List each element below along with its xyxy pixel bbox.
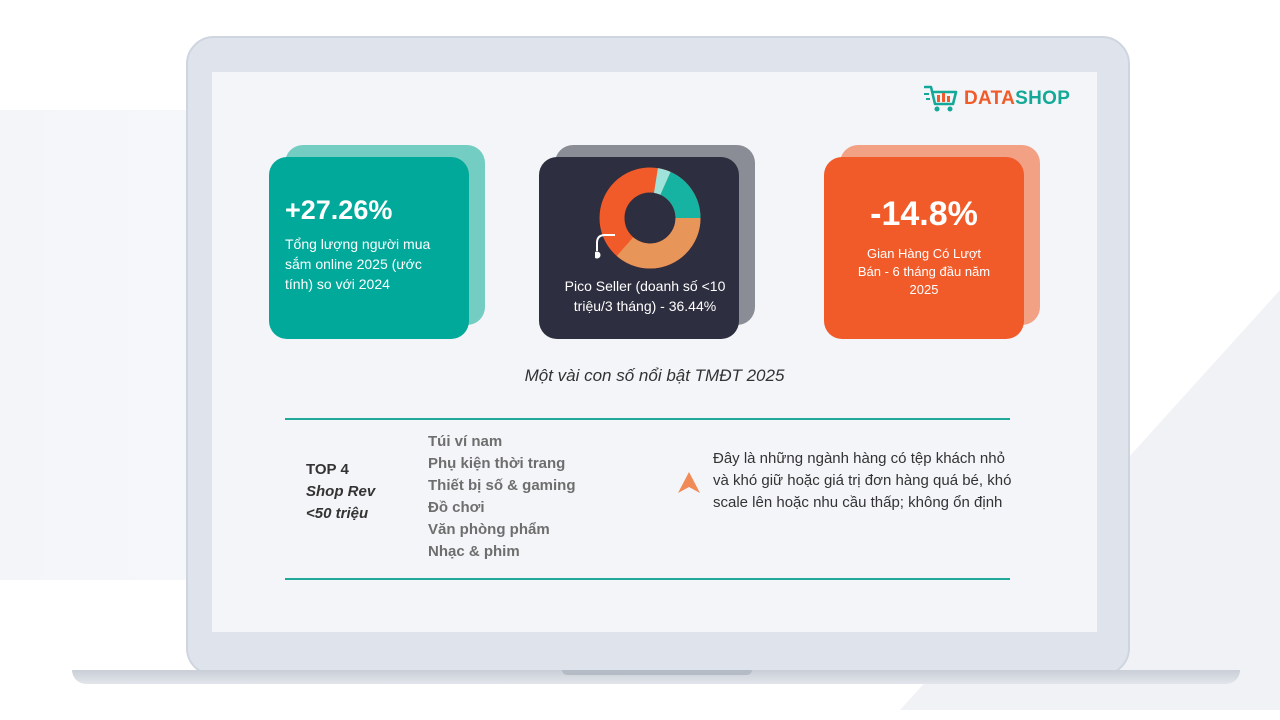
- category-item: Phụ kiện thời trang: [428, 455, 566, 472]
- callout-dot: [595, 251, 601, 259]
- donut-chart: [595, 167, 701, 269]
- donut-segment-teal: [659, 171, 701, 219]
- category-list: Túi ví nam Phụ kiện thời trang Thiết bị …: [428, 431, 576, 563]
- card-face: -14.8% Gian Hàng Có Lượt Bán - 6 tháng đ…: [824, 157, 1024, 339]
- growth-value: +27.26%: [285, 195, 393, 225]
- top-label-line1: TOP 4: [306, 461, 349, 478]
- logo-text-data: DATA: [964, 88, 1016, 109]
- logo-text: DATASHOP: [964, 88, 1070, 110]
- decline-value: -14.8%: [870, 195, 978, 233]
- donut-segment-highlight: [616, 217, 701, 269]
- card-face: Pico Seller (doanh số <10 triệu/3 tháng)…: [539, 157, 739, 339]
- callout-line: [596, 234, 615, 251]
- category-item: Văn phòng phẩm: [428, 521, 550, 538]
- logo-text-shop: SHOP: [1015, 88, 1071, 109]
- category-item: Thiết bị số & gaming: [428, 477, 576, 494]
- pico-description: Pico Seller (doanh số <10 triệu/3 tháng)…: [564, 278, 726, 314]
- top-label: TOP 4 Shop Rev <50 triệu: [306, 459, 375, 525]
- category-item: Đồ chơi: [428, 499, 485, 516]
- insight-note: Đây là những ngành hàng có tệp khách nhỏ…: [713, 450, 1012, 511]
- slide-screen: DATASHOP +27.26% Tổng lượng người mua sắ…: [212, 72, 1097, 632]
- divider-bottom: [285, 578, 1010, 580]
- shopping-cart-icon: [924, 85, 958, 112]
- top-label-line2: Shop Rev: [306, 483, 376, 500]
- category-item: Túi ví nam: [428, 433, 503, 450]
- growth-description: Tổng lượng người mua sắm online 2025 (ướ…: [285, 236, 431, 292]
- card-face: +27.26% Tổng lượng người mua sắm online …: [269, 157, 469, 339]
- divider-top: [285, 418, 1010, 420]
- donut-segment-mint: [653, 168, 671, 195]
- category-item: Nhạc & phim: [428, 543, 520, 560]
- top-label-line3: <50 triệu: [306, 505, 369, 522]
- triangle-up-icon: [678, 472, 700, 493]
- laptop-base: [72, 670, 1240, 684]
- decline-description: Gian Hàng Có Lượt Bán - 6 tháng đầu năm …: [857, 246, 991, 297]
- datashop-logo: DATASHOP: [924, 84, 1070, 114]
- slide-caption: Một vài con số nổi bật TMĐT 2025: [524, 366, 785, 385]
